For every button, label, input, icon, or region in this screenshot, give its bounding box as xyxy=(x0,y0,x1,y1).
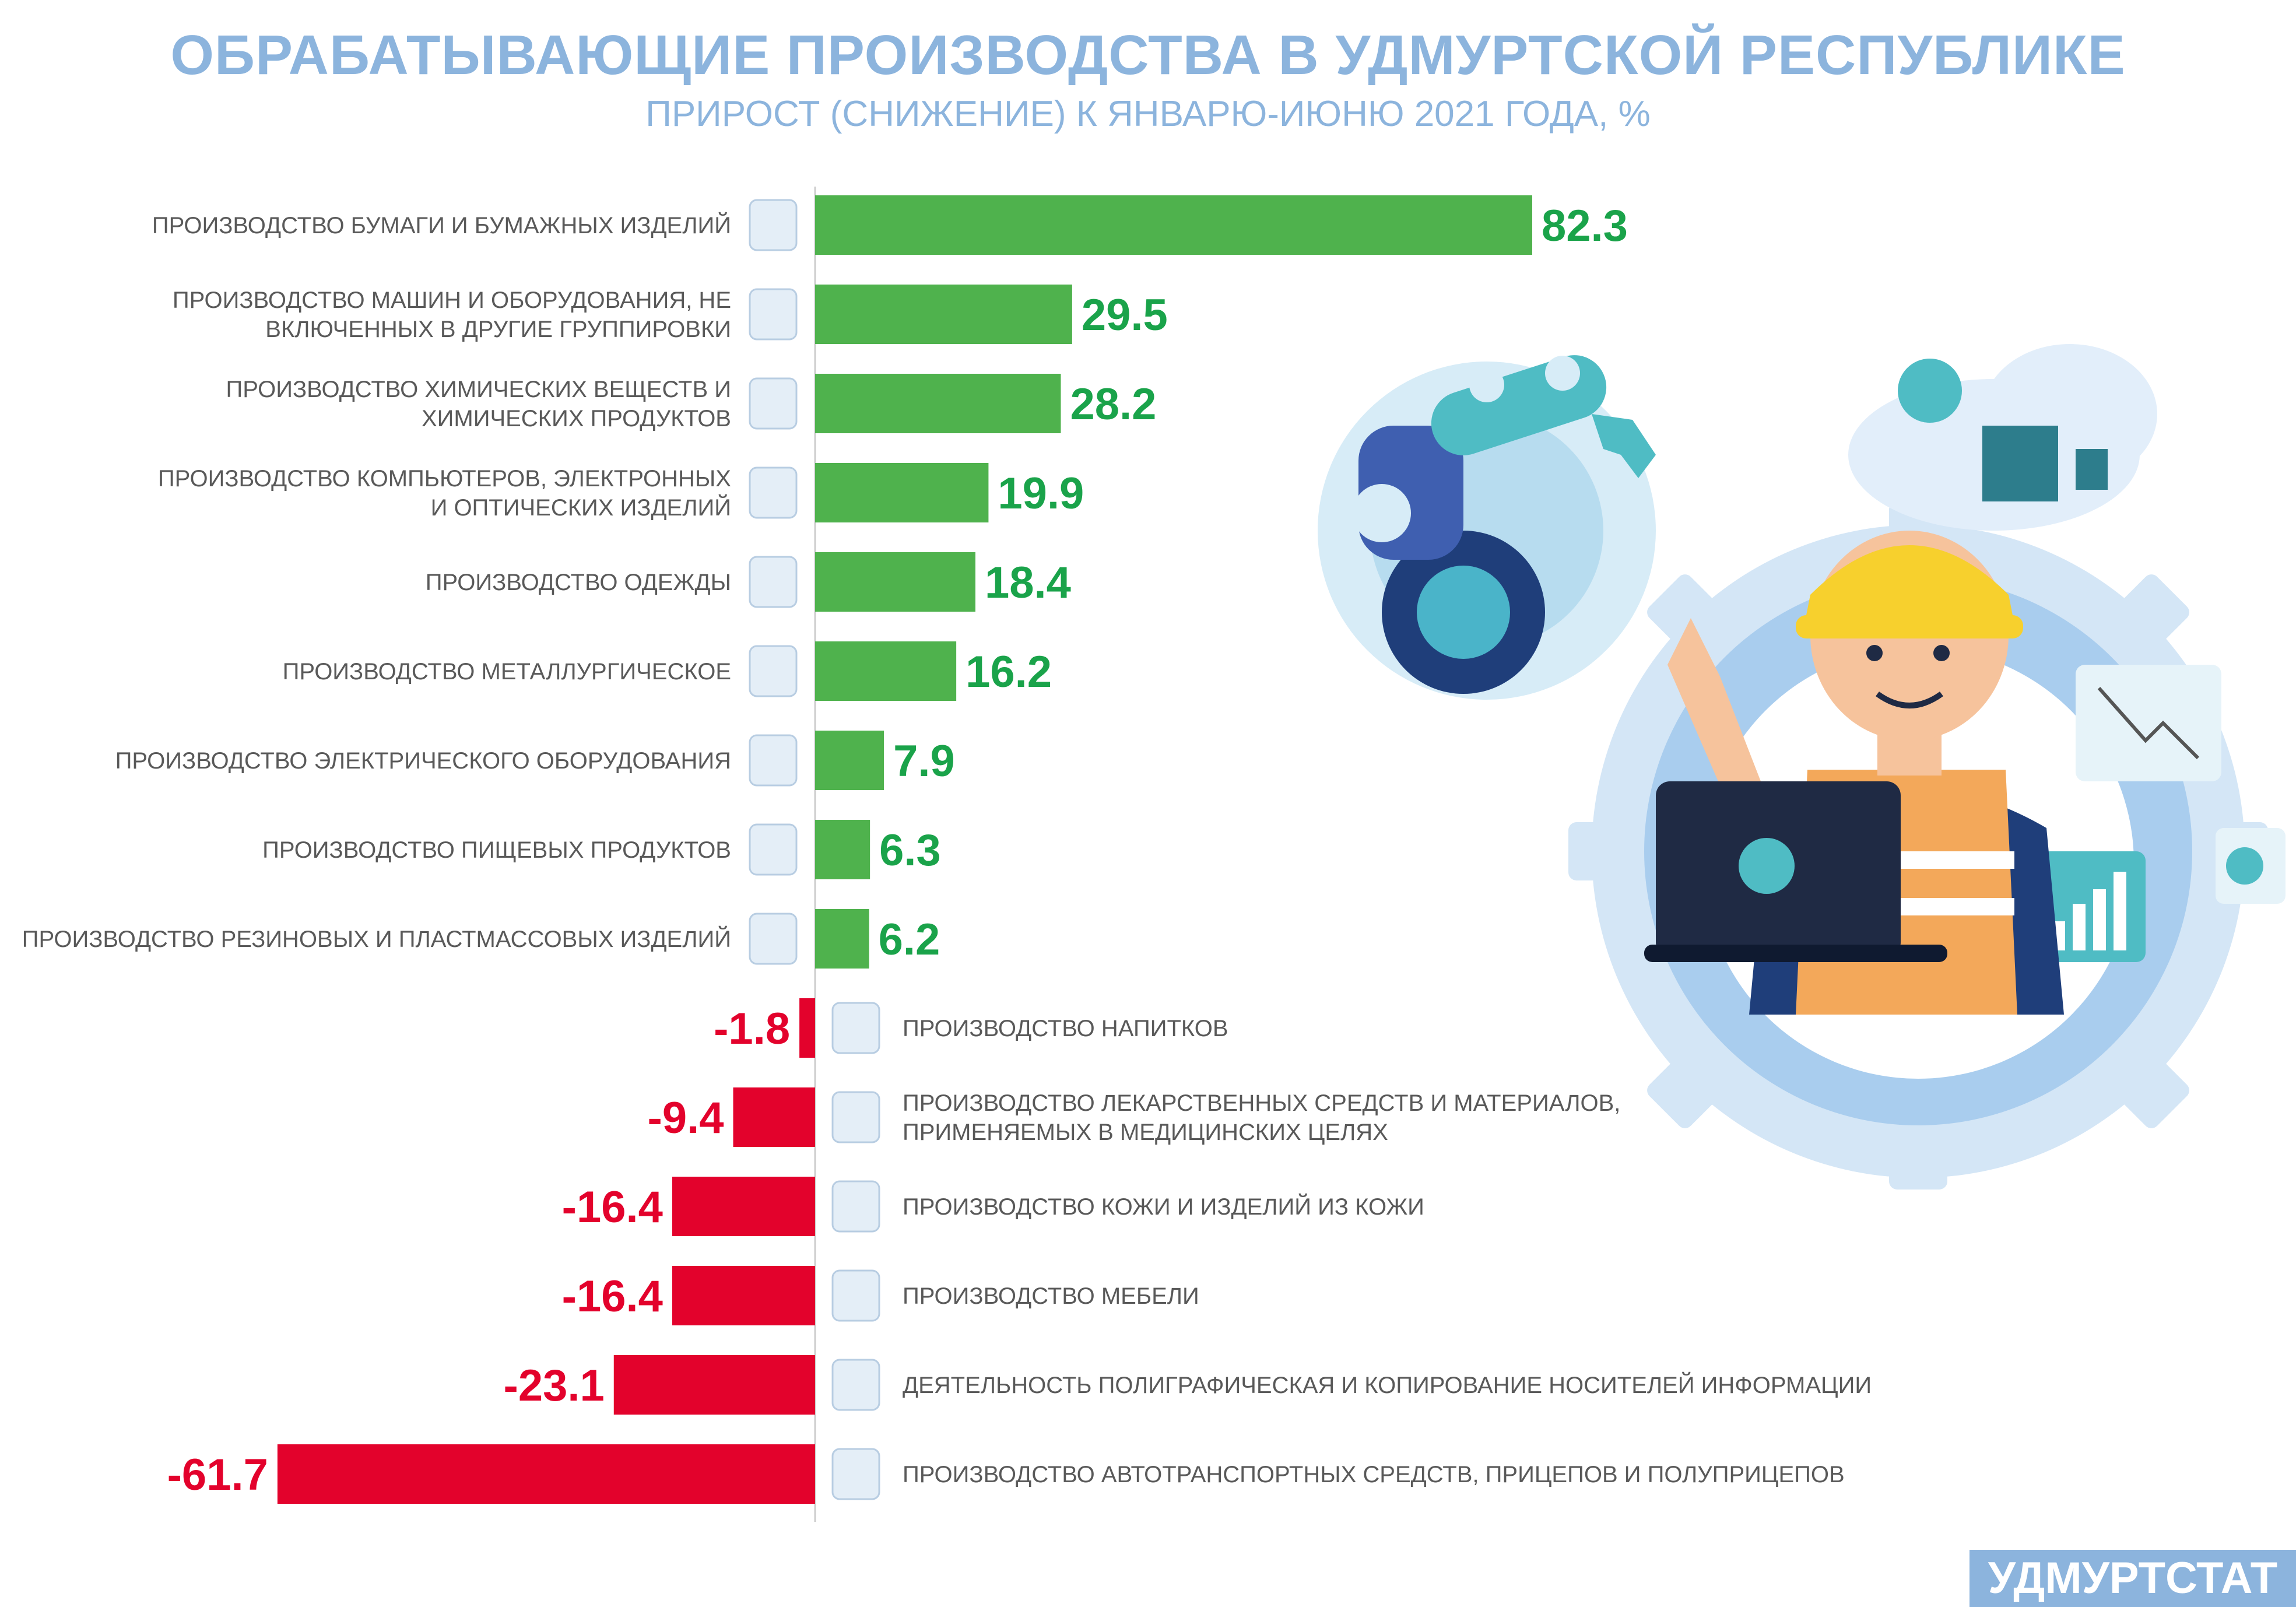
category-label: ПРОИЗВОДСТВО КОМПЬЮТЕРОВ, ЭЛЕКТРОННЫХ И О… xyxy=(158,466,731,521)
value-label: 82.3 xyxy=(1542,201,1628,251)
value-label: 18.4 xyxy=(985,558,1071,608)
bar xyxy=(815,285,1072,344)
category-label-line: ПРОИЗВОДСТВО КОМПЬЮТЕРОВ, ЭЛЕКТРОННЫХ xyxy=(158,466,731,492)
bar xyxy=(613,1355,815,1415)
category-label-line: ПРОИЗВОДСТВО АВТОТРАНСПОРТНЫХ СРЕДСТВ, П… xyxy=(903,1462,1845,1487)
pie-chart-icon xyxy=(2226,847,2263,885)
robot-arm-icon xyxy=(1318,355,1656,700)
category-label: ПРОИЗВОДСТВО ЛЕКАРСТВЕННЫХ СРЕДСТВ И МАТ… xyxy=(903,1090,1620,1145)
value-label: -1.8 xyxy=(714,1004,790,1054)
value-label: 28.2 xyxy=(1070,380,1156,429)
value-label: -16.4 xyxy=(562,1272,663,1321)
category-label-line: ПРОИЗВОДСТВО НАПИТКОВ xyxy=(903,1016,1228,1041)
value-label: -61.7 xyxy=(167,1450,268,1500)
robot-arm-icon xyxy=(749,288,798,341)
worker-icon xyxy=(1644,531,2064,1015)
category-label: ПРОИЗВОДСТВО ПИЩЕВЫХ ПРОДУКТОВ xyxy=(262,837,731,863)
cloud-icon xyxy=(1848,344,2157,531)
bar xyxy=(815,731,884,790)
category-label: ПРОИЗВОДСТВО КОЖИ И ИЗДЕЛИЙ ИЗ КОЖИ xyxy=(903,1193,1424,1220)
bar xyxy=(815,463,989,522)
water-bottle-icon xyxy=(831,1002,880,1054)
bar xyxy=(815,909,869,969)
value-label: 6.2 xyxy=(879,915,940,964)
ice-cream-icon xyxy=(749,823,798,876)
category-label: ПРОИЗВОДСТВО МАШИН И ОБОРУДОВАНИЯ, НЕ ВКЛ… xyxy=(173,287,731,342)
category-label-line: ПРОИЗВОДСТВО МАШИН И ОБОРУДОВАНИЯ, НЕ xyxy=(173,287,731,313)
category-label: ПРОИЗВОДСТВО БУМАГИ И БУМАЖНЫХ ИЗДЕЛИЙ xyxy=(152,212,731,238)
bar xyxy=(815,820,870,879)
rubber-boot-icon xyxy=(749,913,798,965)
value-label: 19.9 xyxy=(998,469,1084,518)
value-label: 16.2 xyxy=(966,647,1052,697)
value-label: 7.9 xyxy=(893,736,955,786)
bar-chart-icon xyxy=(2052,872,2126,950)
category-label: ПРОИЗВОДСТВО МЕТАЛЛУРГИЧЕСКОЕ xyxy=(283,659,731,685)
line-chart-icon xyxy=(2097,687,2200,760)
bar xyxy=(815,374,1061,433)
category-label-line: ПРИМЕНЯЕМЫХ В МЕДИЦИНСКИХ ЦЕЛЯХ xyxy=(903,1120,1388,1145)
leather-hide-icon xyxy=(831,1180,880,1233)
category-label: ПРОИЗВОДСТВО НАПИТКОВ xyxy=(903,1016,1228,1041)
category-label: ПРОИЗВОДСТВО РЕЗИНОВЫХ И ПЛАСТМАССОВЫХ И… xyxy=(22,925,731,952)
category-label-line: ПРОИЗВОДСТВО ХИМИЧЕСКИХ ВЕЩЕСТВ И xyxy=(226,377,731,402)
metal-bucket-icon xyxy=(749,645,798,697)
paper-book-icon xyxy=(749,199,798,251)
bar xyxy=(799,998,815,1058)
category-label: ПРОИЗВОДСТВО ХИМИЧЕСКИХ ВЕЩЕСТВ И ХИМИЧЕС… xyxy=(226,377,731,431)
category-label-line: ХИМИЧЕСКИХ ПРОДУКТОВ xyxy=(422,406,731,431)
category-label-line: ПРОИЗВОДСТВО КОЖИ И ИЗДЕЛИЙ ИЗ КОЖИ xyxy=(903,1193,1424,1220)
value-label: -9.4 xyxy=(648,1093,724,1143)
bar xyxy=(815,552,975,612)
monitor-icon xyxy=(749,466,798,519)
value-label: 6.3 xyxy=(879,826,941,875)
category-label: ПРОИЗВОДСТВО ЭЛЕКТРИЧЕСКОГО ОБОРУДОВАНИЯ xyxy=(115,748,731,774)
photo-print-icon xyxy=(831,1359,880,1411)
category-label-line: ПРОИЗВОДСТВО ПИЩЕВЫХ ПРОДУКТОВ xyxy=(262,837,731,863)
test-tube-icon xyxy=(749,377,798,430)
category-label: ПРОИЗВОДСТВО ОДЕЖДЫ xyxy=(426,570,731,595)
bar xyxy=(733,1087,815,1147)
category-label: ДЕЯТЕЛЬНОСТЬ ПОЛИГРАФИЧЕСКАЯ И КОПИРОВАН… xyxy=(903,1371,1872,1398)
category-label-line: ВКЛЮЧЕННЫХ В ДРУГИЕ ГРУППИРОВКИ xyxy=(265,317,731,342)
category-label-line: ПРОИЗВОДСТВО БУМАГИ И БУМАЖНЫХ ИЗДЕЛИЙ xyxy=(152,212,731,238)
wardrobe-icon xyxy=(831,1269,880,1322)
chart-subtitle: ПРИРОСТ (СНИЖЕНИЕ) К ЯНВАРЮ-ИЮНЮ 2021 ГО… xyxy=(645,94,1651,134)
bar xyxy=(672,1177,815,1236)
car-icon xyxy=(831,1448,880,1500)
category-label-line: ПРОИЗВОДСТВО МЕБЕЛИ xyxy=(903,1283,1199,1309)
drill-icon xyxy=(749,734,798,787)
category-label-line: ПРОИЗВОДСТВО ЛЕКАРСТВЕННЫХ СРЕДСТВ И МАТ… xyxy=(903,1090,1620,1116)
clothes-icon xyxy=(749,556,798,608)
category-label: ПРОИЗВОДСТВО АВТОТРАНСПОРТНЫХ СРЕДСТВ, П… xyxy=(903,1462,1845,1487)
line-chart-card xyxy=(2076,665,2221,781)
category-label-line: ПРОИЗВОДСТВО РЕЗИНОВЫХ И ПЛАСТМАССОВЫХ И… xyxy=(22,925,731,952)
value-label: 29.5 xyxy=(1082,290,1168,340)
category-label-line: ПРОИЗВОДСТВО ЭЛЕКТРИЧЕСКОГО ОБОРУДОВАНИЯ xyxy=(115,748,731,774)
medicine-bottle-icon xyxy=(831,1091,880,1143)
category-label-line: ПРОИЗВОДСТВО ОДЕЖДЫ xyxy=(426,570,731,595)
bar xyxy=(815,641,957,701)
bar xyxy=(277,1444,815,1504)
category-label-line: И ОПТИЧЕСКИХ ИЗДЕЛИЙ xyxy=(431,494,731,521)
value-label: -23.1 xyxy=(504,1361,605,1410)
category-label: ПРОИЗВОДСТВО МЕБЕЛИ xyxy=(903,1283,1199,1309)
bar xyxy=(815,195,1532,255)
udmurtstat-logo: УДМУРТСТАТ xyxy=(1969,1550,2296,1607)
chart-title: ОБРАБАТЫВАЮЩИЕ ПРОИЗВОДСТВА В УДМУРТСКОЙ… xyxy=(170,24,2126,86)
worker-illustration xyxy=(1318,344,2286,1190)
bar xyxy=(672,1266,815,1325)
category-label-line: ДЕЯТЕЛЬНОСТЬ ПОЛИГРАФИЧЕСКАЯ И КОПИРОВАН… xyxy=(903,1371,1872,1398)
category-label-line: ПРОИЗВОДСТВО МЕТАЛЛУРГИЧЕСКОЕ xyxy=(283,659,731,685)
value-label: -16.4 xyxy=(562,1183,663,1232)
